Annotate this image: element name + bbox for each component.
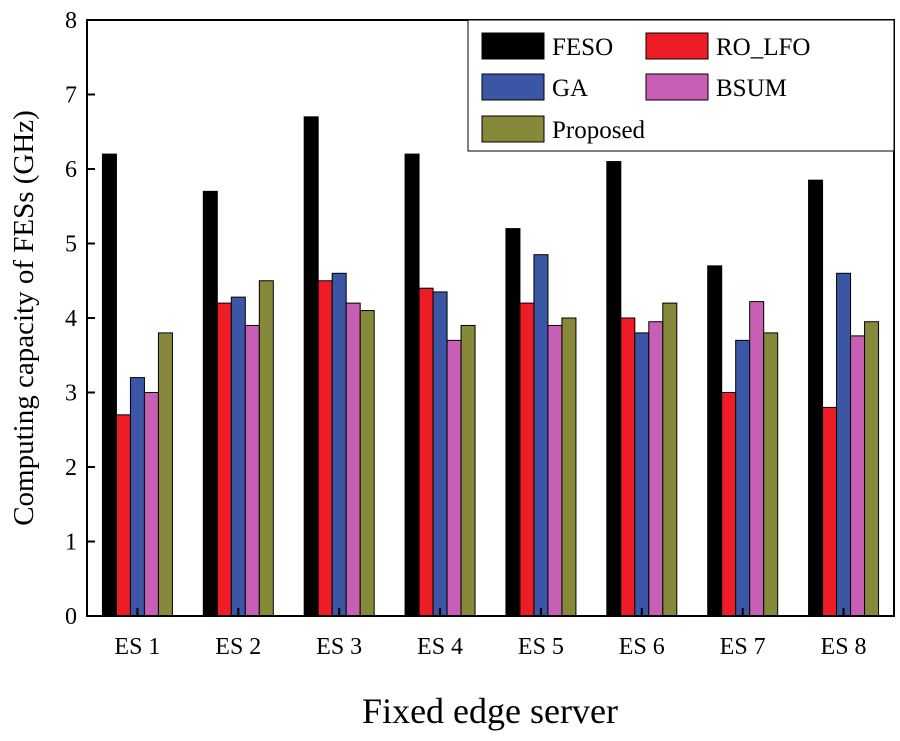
bar [129,377,145,617]
bar [244,324,260,617]
bar [606,161,622,617]
x-axis: ES 1 ES 2 ES 3 ES 4 ES 5 ES 6 ES 7 ES 8 [114,608,867,660]
legend-label: Proposed [552,117,646,144]
bar [317,280,333,617]
bar [230,296,246,617]
bar [216,302,232,617]
y-tick-label: 5 [65,232,77,258]
bar [258,280,274,617]
bar [446,339,462,617]
y-tick-label: 1 [65,530,77,556]
bar [836,272,852,617]
bar [157,332,173,617]
bar [850,335,866,617]
bar [662,302,678,617]
y-tick-label: 4 [65,306,77,332]
legend: FESO RO_LFO GA BSUM Proposed [467,19,895,152]
x-tick-label: ES 2 [215,634,261,660]
bar [505,228,521,617]
x-axis-title: Fixed edge server [362,691,618,731]
legend-label: RO_LFO [716,34,810,61]
x-tick-label: ES 1 [114,634,160,660]
bar [749,301,765,617]
legend-label: GA [552,75,588,102]
bar [331,272,347,617]
bar [115,414,131,617]
bar [808,179,824,617]
legend-label: FESO [552,34,613,61]
y-tick-label: 0 [65,604,77,630]
x-tick-label: ES 8 [821,634,867,660]
bar [561,317,577,617]
bar [763,332,779,617]
legend-swatch [481,115,545,143]
bar [620,317,636,617]
bar [864,321,880,617]
y-axis-title: Computing capacity of FESs (GHz) [8,110,40,526]
legend-swatch [481,73,545,101]
bar [432,291,448,617]
x-tick-label: ES 3 [316,634,362,660]
legend-label: BSUM [716,75,787,102]
bar [735,339,751,617]
y-tick-label: 8 [65,8,77,34]
x-tick-label: ES 5 [518,634,564,660]
x-tick-label: ES 6 [619,634,665,660]
bar [634,332,650,617]
bar [101,153,117,617]
y-tick-label: 7 [65,83,77,109]
y-tick-label: 3 [65,381,77,407]
bar [721,392,737,617]
x-tick-label: ES 7 [720,634,766,660]
y-tick-label: 2 [65,455,77,481]
bars-layer [101,116,880,617]
bar [303,116,319,617]
legend-swatch [481,32,545,60]
bar [359,310,375,617]
bar [345,302,361,617]
bar [460,324,476,617]
bar [202,190,218,617]
bar [707,265,723,617]
y-axis: 0 1 2 3 4 5 6 7 8 [65,8,95,630]
bar [404,153,420,617]
y-tick-label: 6 [65,157,77,183]
bar [143,392,159,617]
x-tick-label: ES 4 [417,634,463,660]
bar [533,254,549,617]
legend-swatch [645,73,709,101]
bar [547,324,563,617]
bar [822,406,838,617]
bar [519,302,535,617]
legend-swatch [645,32,709,60]
bar [648,321,664,617]
bar [418,287,434,617]
